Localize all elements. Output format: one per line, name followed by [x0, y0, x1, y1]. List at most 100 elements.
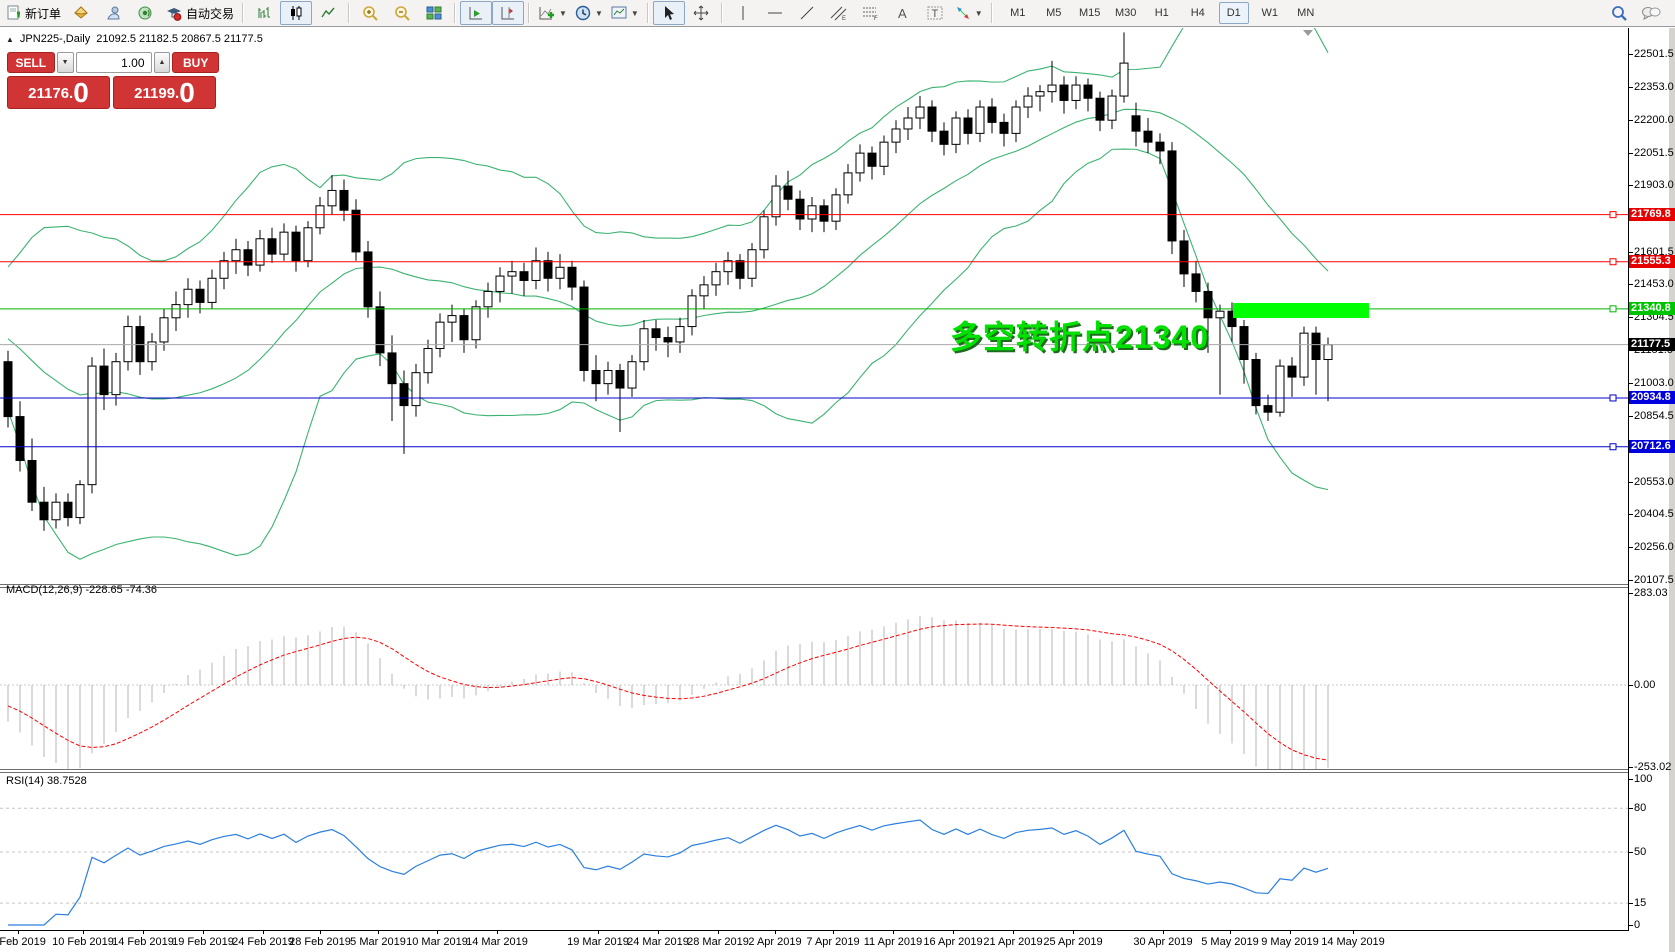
date-label: 28 Mar 2019	[687, 936, 749, 948]
candle-body	[519, 271, 529, 281]
candle-body	[75, 484, 85, 519]
channel-button[interactable]: E	[823, 1, 855, 25]
candle-body	[819, 205, 829, 222]
buy-price-box[interactable]: 21199. 0	[113, 76, 216, 109]
timeframe-MN[interactable]: MN	[1297, 7, 1315, 19]
zoom-in-icon	[362, 5, 379, 22]
rsi-label: RSI(14) 38.7528	[6, 775, 87, 787]
cursor-icon	[662, 5, 676, 21]
timeframe-M5[interactable]: M5	[1046, 7, 1062, 19]
timeframe-M15[interactable]: M15	[1079, 7, 1101, 19]
candle-body	[375, 306, 385, 354]
timeframe-D1[interactable]: D1	[1218, 2, 1249, 24]
candle-body	[891, 128, 901, 143]
tile-windows-button[interactable]	[418, 1, 450, 25]
trendline-icon	[799, 5, 815, 21]
timeframe-M1[interactable]: M1	[1010, 7, 1026, 19]
indicators-button[interactable]: ▼	[534, 1, 571, 25]
volume-up-button[interactable]: ▲	[153, 52, 171, 73]
mql-editor-button[interactable]	[65, 1, 97, 25]
pane-splitter-rsi[interactable]	[0, 769, 1628, 773]
text-label-icon: T	[927, 5, 943, 21]
crosshair-button[interactable]	[685, 1, 717, 25]
zoom-in-button[interactable]	[354, 1, 386, 25]
sell-price-box[interactable]: 21176. 0	[7, 76, 110, 109]
date-tick	[203, 931, 204, 934]
timeframe-H4[interactable]: H4	[1190, 7, 1205, 19]
price-level-badge[interactable]: 21555.3	[1629, 254, 1675, 268]
shapes-button[interactable]: ▼	[951, 1, 987, 25]
chart-shift-marker[interactable]	[1303, 30, 1313, 36]
auto-scroll-icon	[468, 5, 484, 21]
cursor-button[interactable]	[652, 1, 685, 25]
date-tick	[497, 931, 498, 934]
search-button[interactable]	[1603, 1, 1635, 25]
timeframe-H1[interactable]: H1	[1154, 7, 1169, 19]
candle-body	[447, 315, 457, 323]
tile-windows-icon	[426, 5, 442, 21]
new-order-button[interactable]: 新订单	[2, 1, 65, 25]
price-level-badge[interactable]: 20712.6	[1629, 439, 1675, 453]
rsi-line	[8, 819, 1329, 926]
toolbar-separator	[720, 3, 723, 23]
price-tick	[1628, 579, 1633, 581]
line-chart-button[interactable]	[312, 1, 344, 25]
volume-input[interactable]	[75, 52, 152, 73]
vertical-line-button[interactable]	[727, 1, 759, 25]
candle-body	[1011, 106, 1021, 134]
candlestick-chart-button[interactable]	[280, 1, 313, 25]
zoom-out-button[interactable]	[386, 1, 418, 25]
timeframe-W1[interactable]: W1	[1261, 7, 1278, 19]
price-level-badge[interactable]: 21340.8	[1629, 301, 1675, 315]
fibonacci-button[interactable]: F	[855, 1, 887, 25]
zoom-out-icon	[394, 5, 411, 22]
buy-button[interactable]: BUY	[172, 52, 219, 73]
price-level-badge[interactable]: 21769.8	[1629, 207, 1675, 221]
templates-button[interactable]: ▼	[607, 1, 643, 25]
price-level-badge[interactable]: 21177.5	[1629, 337, 1675, 351]
signals-button[interactable]	[129, 1, 161, 25]
auto-scroll-button[interactable]	[460, 1, 493, 25]
pane-splitter-macd[interactable]	[0, 584, 1628, 588]
buy-price-pips: 0	[179, 77, 195, 108]
date-label: 30 Apr 2019	[1133, 936, 1193, 948]
symbol-period-label: JPN225-,Daily	[19, 33, 91, 45]
volume-down-button[interactable]: ▼	[56, 52, 74, 73]
candle-body	[327, 189, 337, 207]
bar-chart-button[interactable]	[248, 1, 280, 25]
chevron-down-icon: ▼	[559, 8, 567, 18]
text-button[interactable]: A	[887, 1, 919, 25]
chat-button[interactable]	[1635, 1, 1667, 25]
candle-body	[555, 266, 565, 279]
candle-body	[1155, 141, 1165, 152]
date-label: 24 Mar 2019	[627, 936, 689, 948]
auto-trading-button[interactable]: 自动交易	[161, 1, 238, 25]
candle-body	[411, 372, 421, 407]
terminal-button[interactable]	[97, 1, 129, 25]
toolbar-separator	[242, 3, 245, 23]
candle-body	[63, 501, 73, 519]
periods-button[interactable]: ▼	[571, 1, 607, 25]
horizontal-line-button[interactable]	[759, 1, 791, 25]
collapse-panel-icon[interactable]: ▲	[6, 34, 14, 44]
candle-body	[363, 251, 373, 308]
candle-body	[279, 231, 289, 255]
trendline-button[interactable]	[791, 1, 823, 25]
price-tick	[1628, 415, 1633, 417]
candle-body	[1071, 84, 1081, 101]
price-tick-label: 22051.5	[1634, 146, 1674, 159]
timeframe-M30[interactable]: M30	[1115, 7, 1137, 19]
indicators-icon	[538, 5, 555, 21]
rsi-tick	[1628, 779, 1633, 780]
candle-body	[1119, 62, 1129, 97]
date-tick	[775, 931, 776, 934]
chart-shift-button[interactable]	[492, 1, 525, 25]
sell-button[interactable]: SELL	[7, 52, 55, 73]
date-label: 19 Feb 2019	[172, 936, 234, 948]
candle-body	[999, 121, 1009, 134]
date-label: 16 Apr 2019	[923, 936, 983, 948]
text-label-button[interactable]: T	[919, 1, 951, 25]
price-level-badge[interactable]: 20934.8	[1629, 390, 1675, 404]
toolbar-separator	[454, 3, 457, 23]
